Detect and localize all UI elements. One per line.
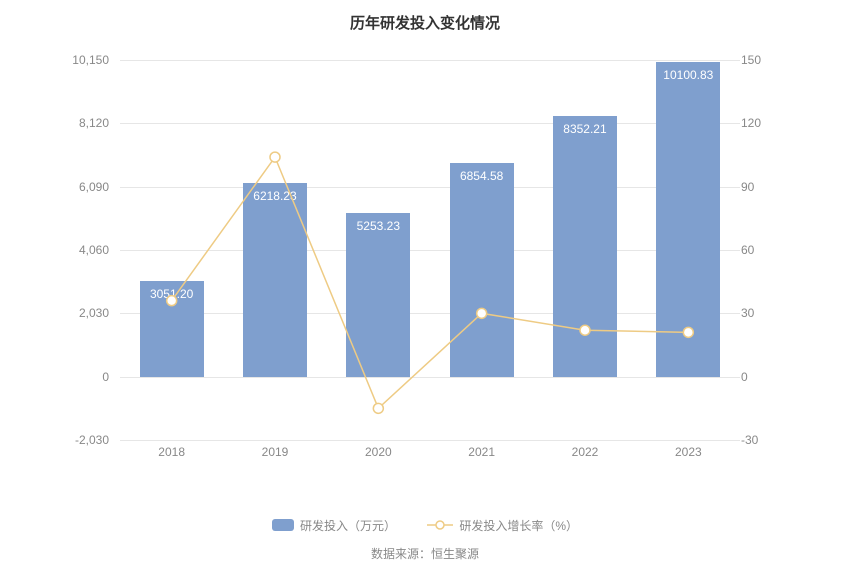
y-right-tick: 120 bbox=[735, 116, 790, 130]
y-right-tick: 150 bbox=[735, 53, 790, 67]
x-tick: 2018 bbox=[158, 445, 185, 459]
gridline bbox=[120, 440, 740, 441]
x-tick: 2023 bbox=[675, 445, 702, 459]
y-right-tick: 0 bbox=[735, 370, 790, 384]
y-left-tick: 6,090 bbox=[60, 180, 115, 194]
y-right-tick: -30 bbox=[735, 433, 790, 447]
x-tick: 2020 bbox=[365, 445, 392, 459]
y-left-tick: 0 bbox=[60, 370, 115, 384]
y-right-tick: 90 bbox=[735, 180, 790, 194]
legend-item-line: 研发投入增长率（%） bbox=[427, 517, 578, 534]
legend-bar-label: 研发投入（万元） bbox=[300, 517, 396, 534]
y-left-tick: 8,120 bbox=[60, 116, 115, 130]
legend-bar-swatch bbox=[272, 519, 294, 531]
x-tick: 2022 bbox=[572, 445, 599, 459]
growth-line bbox=[120, 60, 740, 440]
chart-title: 历年研发投入变化情况 bbox=[0, 0, 850, 33]
y-left-tick: -2,030 bbox=[60, 433, 115, 447]
y-right-tick: 60 bbox=[735, 243, 790, 257]
data-source: 数据来源：恒生聚源 bbox=[0, 545, 850, 562]
y-left-tick: 10,150 bbox=[60, 53, 115, 67]
y-left-tick: 4,060 bbox=[60, 243, 115, 257]
y-left-tick: 2,030 bbox=[60, 306, 115, 320]
chart-container: -2,03002,0304,0606,0908,12010,150 -30030… bbox=[60, 50, 790, 480]
legend: 研发投入（万元） 研发投入增长率（%） bbox=[0, 517, 850, 535]
legend-line-swatch bbox=[427, 519, 453, 531]
legend-item-bar: 研发投入（万元） bbox=[272, 517, 396, 534]
y-axis-right: -300306090120150 bbox=[735, 60, 790, 440]
y-right-tick: 30 bbox=[735, 306, 790, 320]
legend-line-label: 研发投入增长率（%） bbox=[459, 517, 578, 534]
x-axis: 2018 2019 2020 2021 2022 2023 bbox=[120, 445, 740, 470]
y-axis-left: -2,03002,0304,0606,0908,12010,150 bbox=[60, 60, 115, 440]
plot-area: 3051.206218.235253.236854.588352.2110100… bbox=[120, 60, 740, 440]
x-tick: 2019 bbox=[262, 445, 289, 459]
x-tick: 2021 bbox=[468, 445, 495, 459]
